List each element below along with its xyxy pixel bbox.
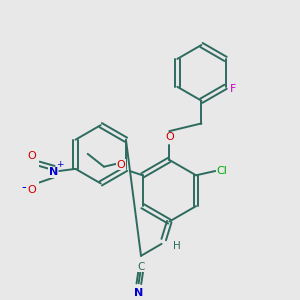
Text: N: N	[134, 288, 143, 298]
Text: N: N	[49, 167, 58, 177]
Text: O: O	[27, 151, 36, 161]
Text: Cl: Cl	[216, 166, 227, 176]
Text: +: +	[56, 160, 64, 169]
Text: O: O	[165, 132, 174, 142]
Text: C: C	[137, 262, 144, 272]
Text: O: O	[117, 160, 125, 170]
Text: H: H	[173, 241, 180, 251]
Text: F: F	[230, 84, 236, 94]
Text: -: -	[22, 181, 26, 194]
Text: O: O	[27, 185, 36, 195]
